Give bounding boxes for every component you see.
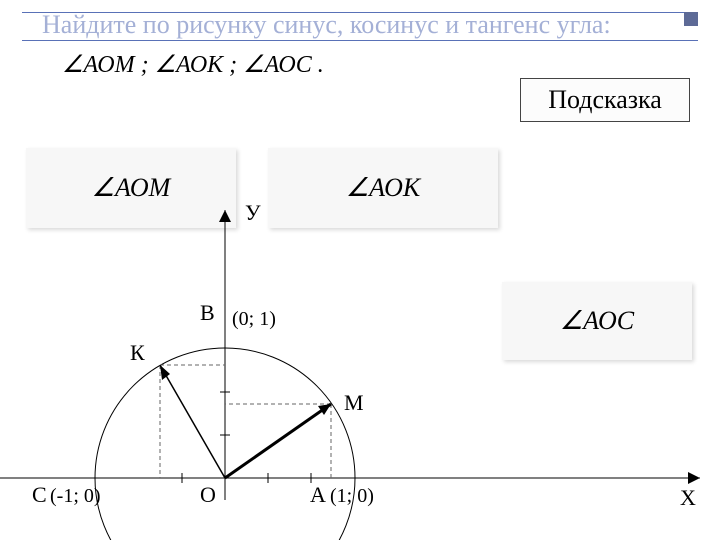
y-axis-label: У	[245, 200, 261, 225]
header-rule-bottom	[22, 40, 698, 41]
label-c-coord: (-1; 0)	[50, 485, 101, 507]
vector-ok	[160, 365, 225, 478]
x-axis-arrow-icon	[688, 472, 700, 484]
angles-list: ∠АОМ ; ∠АОК ; ∠АОС .	[62, 50, 324, 79]
hint-button-label: Подсказка	[548, 85, 662, 115]
label-a-coord: (1; 0)	[330, 485, 374, 507]
label-o: О	[200, 482, 216, 507]
label-m: М	[344, 390, 364, 415]
hint-button[interactable]: Подсказка	[520, 78, 690, 122]
label-b: В	[200, 300, 215, 325]
label-a: А	[310, 482, 326, 507]
answer-box-aok-label: ∠АОК	[346, 173, 420, 203]
label-c: С	[32, 482, 47, 507]
label-k: К	[130, 340, 145, 365]
page-title: Найдите по рисунку синус, косинус и танг…	[42, 10, 611, 40]
header-corner-square	[684, 12, 698, 26]
vector-ok-arrow-icon	[160, 365, 170, 380]
unit-circle-diagram: У Х О А (1; 0) В (0; 1) С (-1; 0) К М	[0, 200, 720, 540]
x-axis-label: Х	[680, 485, 696, 510]
answer-box-aom-label: ∠АОМ	[92, 173, 171, 203]
label-b-coord: (0; 1)	[232, 308, 276, 330]
y-axis-arrow-icon	[219, 210, 231, 222]
vector-om	[225, 404, 331, 478]
